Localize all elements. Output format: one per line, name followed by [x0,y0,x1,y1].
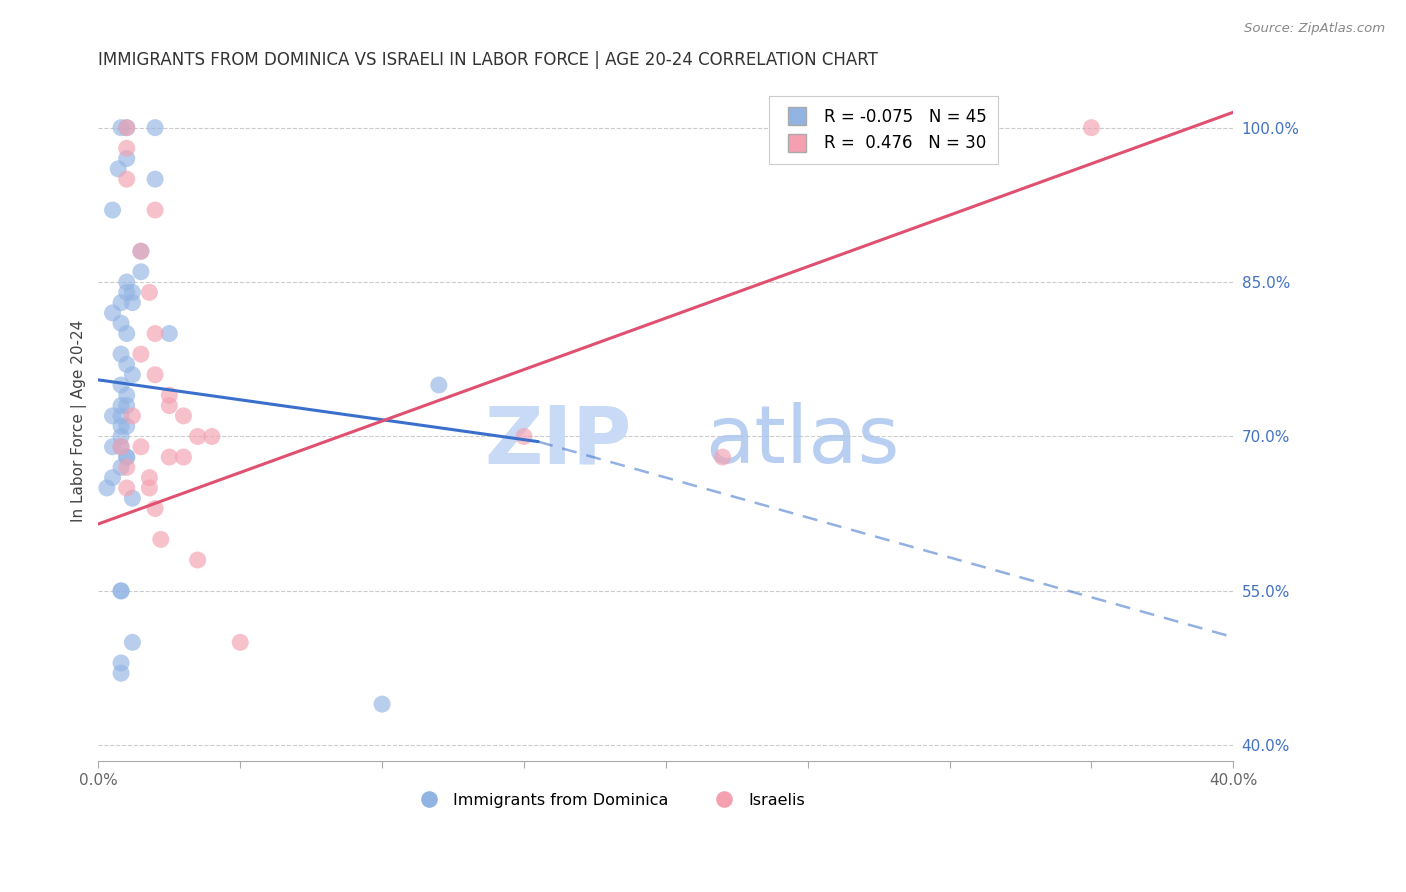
Point [138,481,160,495]
Point [143,368,166,382]
Point [110,460,132,475]
Point [110,583,132,598]
Point [129,244,152,259]
Point [157,388,180,402]
Point [138,470,160,484]
Point [110,419,132,434]
Point [115,120,138,135]
Point [157,326,180,341]
Point [143,501,166,516]
Point [371,697,394,711]
Point [149,533,172,547]
Point [110,347,132,361]
Point [711,450,734,464]
Point [110,120,132,135]
Point [143,202,166,217]
Point [107,161,129,176]
Point [187,553,209,567]
Point [121,635,143,649]
Point [115,481,138,495]
Text: Source: ZipAtlas.com: Source: ZipAtlas.com [1244,22,1385,36]
Point [115,450,138,464]
Point [110,583,132,598]
Point [121,491,143,506]
Point [96,481,118,495]
Point [143,326,166,341]
Point [110,378,132,392]
Point [101,202,124,217]
Point [172,450,194,464]
Point [1080,120,1102,135]
Point [101,440,124,454]
Text: IMMIGRANTS FROM DOMINICA VS ISRAELI IN LABOR FORCE | AGE 20-24 CORRELATION CHART: IMMIGRANTS FROM DOMINICA VS ISRAELI IN L… [98,51,879,69]
Point [110,316,132,330]
Point [172,409,194,423]
Point [110,429,132,443]
Point [110,656,132,670]
Point [110,295,132,310]
Point [110,399,132,413]
Point [129,440,152,454]
Point [121,295,143,310]
Point [129,244,152,259]
Point [229,635,252,649]
Point [115,141,138,155]
Point [129,265,152,279]
Text: atlas: atlas [704,402,900,481]
Point [115,358,138,372]
Point [187,429,209,443]
Point [157,399,180,413]
Point [110,440,132,454]
Point [101,470,124,484]
Point [143,120,166,135]
Point [115,326,138,341]
Point [121,409,143,423]
Point [115,419,138,434]
Point [121,285,143,300]
Point [115,120,138,135]
Legend: Immigrants from Dominica, Israelis: Immigrants from Dominica, Israelis [406,786,811,814]
Point [115,450,138,464]
Point [115,285,138,300]
Point [138,285,160,300]
Point [513,429,536,443]
Point [143,172,166,186]
Point [101,409,124,423]
Point [121,368,143,382]
Point [101,306,124,320]
Point [115,172,138,186]
Point [115,460,138,475]
Point [115,152,138,166]
Point [129,347,152,361]
Point [427,378,450,392]
Point [115,399,138,413]
Point [115,388,138,402]
Point [157,450,180,464]
Point [110,440,132,454]
Point [201,429,224,443]
Point [110,666,132,681]
Y-axis label: In Labor Force | Age 20-24: In Labor Force | Age 20-24 [72,320,87,522]
Text: ZIP: ZIP [485,402,631,481]
Point [110,409,132,423]
Point [115,275,138,289]
